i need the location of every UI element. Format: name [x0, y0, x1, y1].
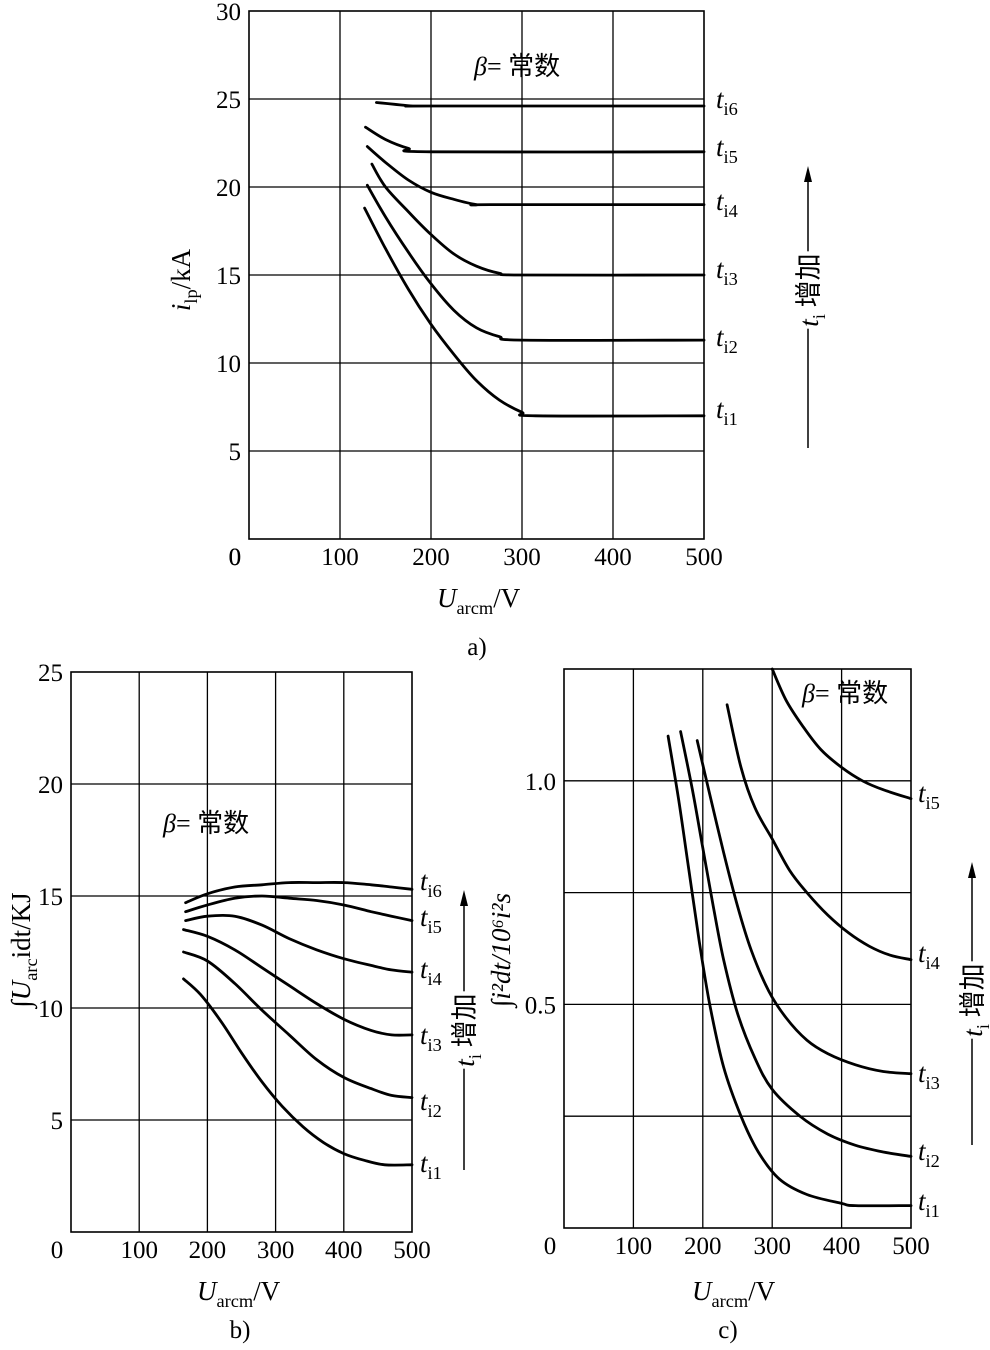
series-line-ti4	[725, 703, 913, 962]
series-label-ti5: ti5	[716, 132, 738, 167]
series-label-ti1: ti1	[716, 394, 738, 429]
chart-title: β= 常数	[473, 52, 560, 81]
x-tick-label: 100	[120, 1237, 158, 1264]
chart-caption: b)	[230, 1317, 251, 1344]
series-curves	[666, 667, 913, 1208]
x-tick-label: 300	[753, 1233, 791, 1260]
series-curves	[363, 101, 706, 418]
chart-b: 0 100 200 300 400 500 5 10 15 20 25 ti1 ti2 ti3 ti4 ti5…	[6, 660, 487, 1344]
series-label-ti3: ti3	[918, 1058, 940, 1093]
series-line-ti1	[666, 734, 913, 1208]
x-tick-label: 0	[229, 544, 242, 571]
chart-caption: c)	[718, 1317, 737, 1344]
y-tick-label: 5	[51, 1108, 64, 1135]
x-tick-label: 200	[189, 1237, 227, 1264]
x-tick-label: 400	[325, 1237, 363, 1264]
x-tick-label: 300	[503, 544, 541, 571]
series-line-ti6	[184, 881, 414, 905]
x-tick-label: 0	[51, 1237, 64, 1264]
y-tick-label: 0	[229, 544, 242, 571]
series-line-ti4	[184, 913, 414, 974]
y-tick-label: 25	[38, 660, 63, 687]
series-label-ti1: ti1	[918, 1186, 940, 1221]
series-line-ti1	[363, 206, 706, 418]
y-tick-label: 30	[216, 0, 241, 26]
chart-a: 0 100 200 300 400 500051015202530ti1ti2ti3ti4…	[166, 0, 831, 661]
x-tick-label: 400	[594, 544, 632, 571]
trend-label: ti 增加	[794, 253, 829, 326]
series-line-ti2	[365, 183, 706, 342]
series-line-ti3	[182, 928, 414, 1037]
y-tick-label: 15	[216, 263, 241, 290]
chart-caption: a)	[467, 634, 486, 661]
series-label-ti3: ti3	[420, 1020, 442, 1055]
series-line-ti3	[695, 739, 913, 1076]
series-label-ti5: ti5	[420, 902, 442, 937]
series-line-ti5	[770, 667, 913, 801]
series-line-ti2	[182, 950, 414, 1099]
series-line-ti2	[679, 730, 913, 1158]
y-axis-label: ∫i²dt/10⁶i²s	[486, 893, 518, 1009]
x-axis-label: Uarcm/V	[437, 583, 521, 618]
y-tick-label: 10	[216, 351, 241, 378]
x-tick-label: 500	[892, 1233, 930, 1260]
x-tick-label: 100	[321, 544, 359, 571]
y-tick-label: 20	[216, 175, 241, 202]
series-line-ti6	[375, 101, 706, 108]
chart-title: β= 常数	[801, 679, 888, 708]
y-tick-label: 5	[229, 439, 242, 466]
trend-label-backing	[448, 991, 487, 1069]
x-tick-label: 200	[684, 1233, 722, 1260]
x-axis-label: Uarcm/V	[197, 1276, 281, 1311]
trend-label: ti 增加	[450, 993, 485, 1066]
series-label-ti2: ti2	[918, 1136, 940, 1171]
series-label-ti3: ti3	[716, 254, 738, 289]
x-tick-label: 100	[615, 1233, 653, 1260]
y-axis-label: ∫Uarcidt/KJ	[6, 892, 41, 1009]
series-label-ti6: ti6	[716, 84, 738, 119]
grid-lines	[71, 672, 412, 1232]
x-tick-label: 500	[393, 1237, 431, 1264]
series-label-ti2: ti2	[716, 322, 738, 357]
y-tick-label: 10	[38, 996, 63, 1023]
y-tick-label: 0.5	[525, 992, 556, 1019]
y-tick-label: 25	[216, 87, 241, 114]
series-line-ti5	[364, 125, 706, 154]
x-axis-label: Uarcm/V	[692, 1276, 776, 1311]
x-tick-label: 400	[823, 1233, 861, 1260]
series-line-ti5	[184, 894, 414, 922]
y-axis-label: ilp/kA	[166, 248, 201, 311]
y-tick-label: 1.0	[525, 769, 556, 796]
x-tick-label: 200	[412, 544, 450, 571]
series-line-ti1	[182, 977, 414, 1167]
series-label-ti1: ti1	[420, 1148, 442, 1183]
y-tick-label: 15	[38, 884, 63, 911]
trend-label-backing	[956, 961, 990, 1039]
series-label-ti5: ti5	[918, 778, 940, 813]
y-tick-label: 20	[38, 772, 63, 799]
plot-frame	[70, 671, 413, 1233]
trend-label: ti 增加	[958, 963, 990, 1036]
chart-c: 0 100 200 300 400 500 0.5 1.0 ti1 ti2 ti3 ti4 ti5 β= …	[486, 667, 990, 1344]
series-label-ti4: ti4	[918, 938, 940, 973]
chart-title: β= 常数	[162, 809, 249, 838]
series-curves	[182, 881, 414, 1167]
series-line-ti3	[370, 162, 706, 277]
series-label-ti6: ti6	[420, 866, 442, 901]
plot-frame	[563, 668, 912, 1229]
series-line-ti4	[365, 145, 706, 207]
series-label-ti4: ti4	[420, 954, 442, 989]
x-tick-label: 300	[257, 1237, 295, 1264]
series-label-ti4: ti4	[716, 186, 738, 221]
x-tick-label: 0	[544, 1233, 557, 1260]
grid-lines	[564, 669, 911, 1228]
series-label-ti2: ti2	[420, 1086, 442, 1121]
x-tick-label: 500	[685, 544, 723, 571]
trend-label-backing	[792, 251, 831, 329]
